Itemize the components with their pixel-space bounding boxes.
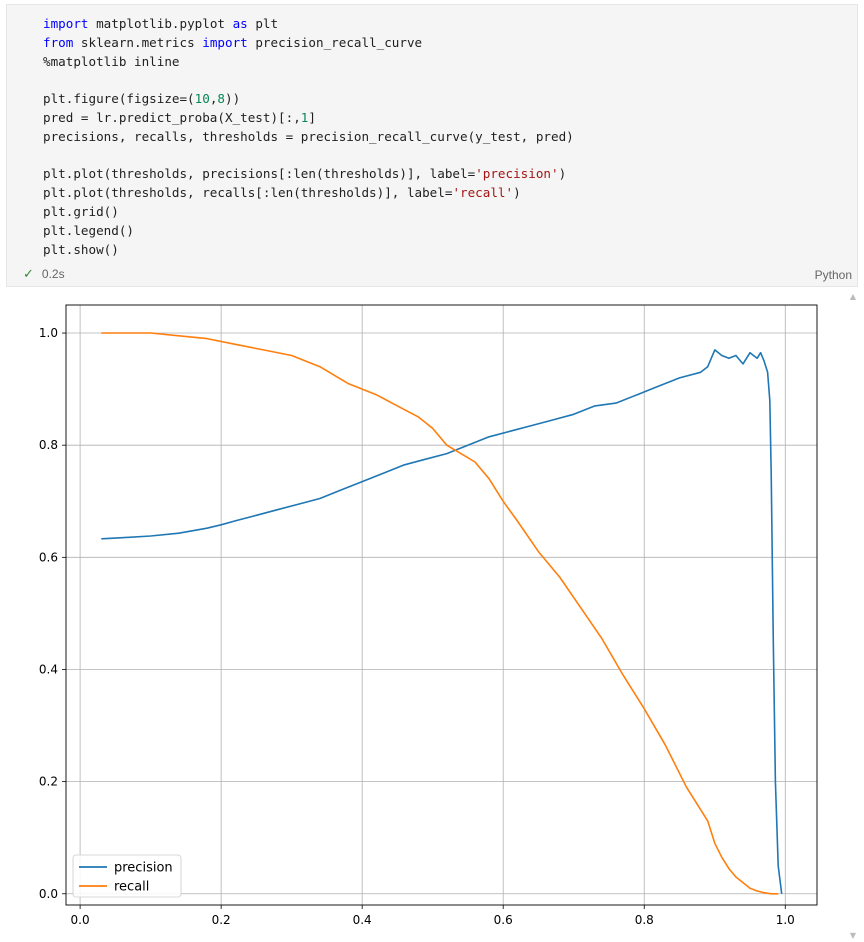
code-line — [43, 71, 574, 90]
legend-label-precision: precision — [114, 861, 173, 876]
code-line: precisions, recalls, thresholds = precis… — [43, 128, 574, 144]
code-line: plt.grid() — [43, 203, 119, 219]
code-line: plt.legend() — [43, 222, 134, 238]
execution-status: ✓ 0.2s — [23, 266, 65, 282]
x-tick-label: 0.0 — [71, 913, 90, 927]
code-line: import matplotlib.pyplot as plt — [43, 16, 279, 31]
execution-time: 0.2s — [41, 267, 65, 281]
code-line: %matplotlib inline — [43, 53, 180, 69]
cell-output: 0.0 0.2 0.4 0.6 0.8 1.0 0.0 0.2 0.4 0.6 0.8 1.0 prec… — [0, 290, 864, 942]
y-tick-label: 1.0 — [39, 326, 58, 340]
y-tick-label: 0.6 — [39, 550, 58, 564]
code-line: from sklearn.metrics import precision_re… — [43, 34, 423, 50]
x-tick-label: 0.2 — [212, 913, 231, 927]
code-line: plt.show() — [43, 241, 119, 257]
x-tick-label: 0.6 — [494, 913, 513, 927]
code-line: pred = lr.predict_proba(X_test)[:,1] — [43, 109, 316, 125]
series-line-recall — [101, 332, 779, 895]
y-tick-label: 0.4 — [39, 662, 58, 676]
success-check-icon: ✓ — [23, 266, 34, 281]
x-tick-label: 0.4 — [353, 913, 372, 927]
y-tick-label: 0.2 — [39, 775, 58, 789]
code-editor[interactable]: import matplotlib.pyplot as plt from skle… — [43, 15, 574, 259]
code-line: plt.plot(thresholds, precisions[:len(thr… — [43, 166, 567, 182]
x-tick-label: 0.8 — [635, 913, 654, 927]
y-tick-label: 0.8 — [39, 438, 58, 452]
x-tick-label: 1.0 — [776, 913, 795, 927]
scroll-up-arrow-icon[interactable]: ▲ — [849, 292, 856, 301]
axes-frame — [65, 304, 818, 906]
precision-recall-chart: 0.0 0.2 0.4 0.6 0.8 1.0 0.0 0.2 0.4 0.6 0.8 1.0 prec… — [39, 304, 818, 927]
language-label[interactable]: Python — [814, 268, 852, 282]
legend-label-recall: recall — [114, 880, 149, 895]
code-line — [43, 147, 574, 166]
y-tick-label: 0.0 — [39, 887, 58, 901]
scroll-down-arrow-icon[interactable]: ▼ — [849, 931, 856, 940]
plot-area — [66, 305, 817, 905]
code-cell[interactable]: import matplotlib.pyplot as plt from skle… — [6, 4, 858, 287]
series-line-precision — [101, 349, 783, 894]
code-line: plt.figure(figsize=(10,8)) — [43, 91, 241, 107]
code-line: plt.plot(thresholds, recalls[:len(thresh… — [43, 185, 521, 201]
